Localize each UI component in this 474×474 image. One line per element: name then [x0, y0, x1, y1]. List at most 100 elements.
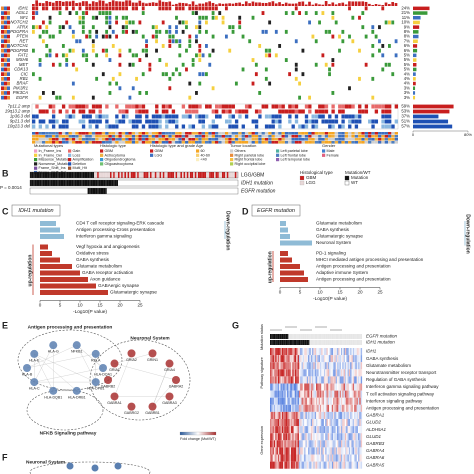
- cnv-cell: [388, 104, 392, 109]
- top-bar: [394, 3, 398, 6]
- mutation-cell: [155, 25, 158, 30]
- g-heat-cell: [346, 362, 348, 370]
- g-mut-cell: [335, 334, 338, 339]
- g-heat-cell: [346, 376, 348, 384]
- mutation-cell: [121, 6, 125, 11]
- g-heat-cell: [313, 447, 315, 455]
- annotation-cell: [328, 132, 332, 135]
- g-row-label: T cell activation signaling pathway: [366, 391, 435, 396]
- mutation-cell: [75, 67, 79, 72]
- cnv-cell: [311, 114, 315, 119]
- g-heat-cell: [323, 419, 326, 427]
- g-heat-cell: [283, 411, 285, 419]
- g-heat-cell: [323, 411, 326, 419]
- cnv-cell: [158, 124, 162, 129]
- g-heat-cell: [347, 454, 349, 462]
- g-heat-cell: [308, 376, 310, 384]
- cnv-cell: [95, 104, 99, 109]
- g-mut-cell: [289, 340, 292, 345]
- g-mut-cell: [291, 340, 293, 345]
- network-node: [49, 341, 58, 350]
- b-cell: [70, 172, 72, 178]
- g-heat-cell: [337, 447, 339, 455]
- g-heat-cell: [275, 454, 277, 462]
- g-heat-cell: [284, 369, 286, 377]
- g-heat-cell: [323, 355, 326, 363]
- g-heat-cell: [289, 447, 292, 455]
- cnv-cell: [135, 119, 139, 124]
- g-heat-cell: [340, 419, 343, 427]
- g-heat-cell: [304, 362, 306, 370]
- gene-side-block: [4, 25, 7, 29]
- top-bar: [244, 1, 248, 7]
- annotation-cell: [244, 132, 249, 135]
- annotation-cell: [321, 141, 325, 144]
- g-heat-cell: [291, 404, 293, 412]
- g-mut-cell: [273, 334, 276, 339]
- annotation-cell: [281, 141, 285, 144]
- b-cell: [121, 188, 123, 194]
- b-cell: [30, 188, 32, 194]
- annotation-cell: [304, 135, 309, 138]
- g-heat-cell: [301, 426, 303, 434]
- g-heat-cell: [351, 419, 353, 427]
- g-heat-cell: [339, 440, 342, 448]
- legend-label: Female: [327, 153, 339, 157]
- g-mut-cell: [350, 340, 352, 345]
- mutation-cell: [198, 72, 202, 77]
- g-heat-cell: [304, 440, 306, 448]
- g-heat-cell: [360, 411, 363, 419]
- cnv-label: 9p21.3 del: [10, 119, 31, 124]
- annotation-cell: [95, 132, 99, 135]
- b-cell: [183, 180, 186, 186]
- top-bar: [51, 2, 55, 6]
- gene-label: MET: [19, 62, 28, 67]
- g-mut-cell: [287, 334, 289, 339]
- g-heat-cell: [347, 426, 349, 434]
- mutation-cell: [211, 11, 215, 15]
- g-heat-cell: [313, 397, 315, 405]
- annotation-cell: [138, 138, 142, 141]
- cnv-cell: [185, 114, 189, 119]
- cnv-cell: [314, 124, 319, 129]
- g-heat-cell: [316, 404, 318, 412]
- gene-side-block: [1, 77, 4, 81]
- gene-side-block: [1, 81, 4, 86]
- g-heat-cell: [317, 369, 319, 377]
- b-cell: [140, 188, 142, 194]
- annotation-cell: [61, 138, 66, 141]
- b-cell: [46, 188, 48, 194]
- annotation-cell: [318, 138, 322, 141]
- annotation-cell: [231, 132, 235, 135]
- g-heat-cell: [352, 419, 355, 427]
- g-heat-cell: [287, 419, 289, 427]
- g-heat-cell: [330, 461, 332, 469]
- module-label: Neuronal System: [130, 335, 169, 341]
- mutation-cell: [211, 6, 215, 11]
- mutation-cell: [171, 39, 175, 44]
- b-cell: [100, 180, 102, 186]
- annotation-cell: [101, 135, 106, 138]
- g-heat-cell: [281, 369, 284, 377]
- b-cell: [140, 172, 142, 178]
- annotation-cell: [324, 138, 329, 141]
- b-cell: [209, 180, 211, 186]
- network-node: [72, 341, 81, 350]
- cnv-cell: [268, 114, 272, 119]
- g-heat-cell: [271, 426, 273, 434]
- g-heat-cell: [347, 433, 349, 441]
- g-heat-cell: [283, 355, 285, 363]
- annotation-cell: [311, 132, 315, 135]
- legend-swatch: [276, 153, 280, 157]
- g-heat-cell: [297, 390, 300, 398]
- g-row-label: Interferon signaling pathway: [366, 398, 423, 403]
- g-heat-cell: [273, 419, 276, 427]
- annotation-cell: [178, 141, 182, 144]
- mutation-cell: [334, 20, 338, 25]
- annotation-cell: [271, 132, 275, 135]
- g-heat-cell: [351, 390, 353, 398]
- b-cell: [78, 180, 80, 186]
- g-heat-cell: [272, 355, 275, 363]
- g-heat-cell: [294, 397, 297, 405]
- g-heat-cell: [316, 440, 318, 448]
